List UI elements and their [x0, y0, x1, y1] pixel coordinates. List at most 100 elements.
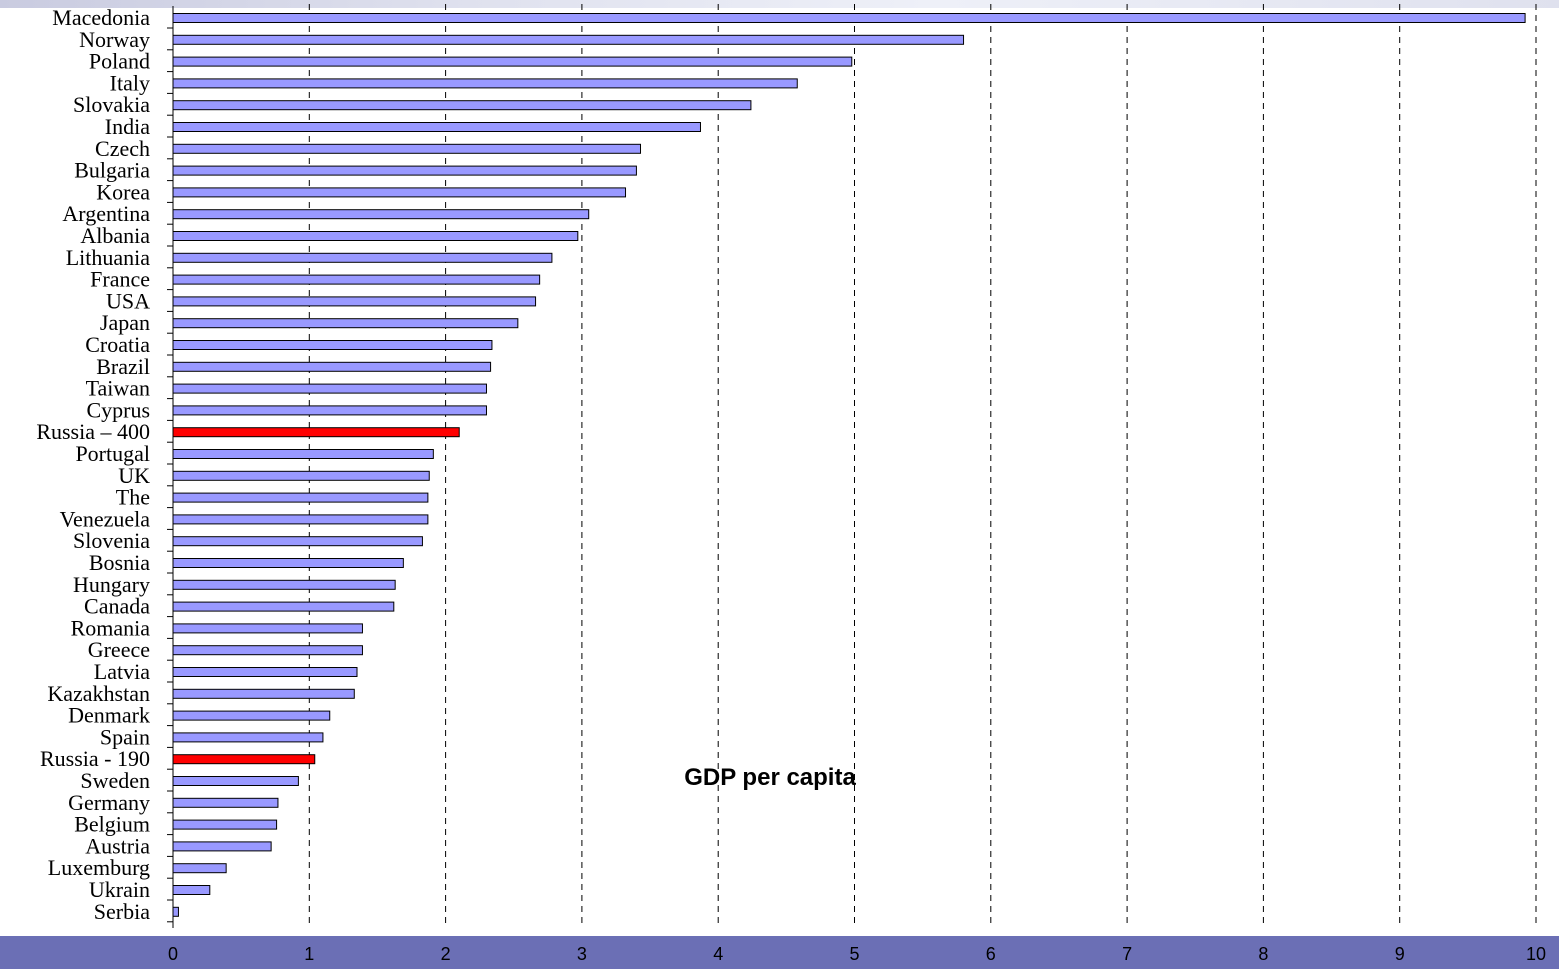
bar: [172, 623, 363, 634]
bar: [172, 296, 537, 307]
category-label: Bulgaria: [74, 158, 150, 183]
category-label: Brazil: [96, 354, 150, 379]
bar: [172, 601, 395, 612]
category-label: Venezuela: [60, 506, 151, 531]
category-label: Austria: [85, 833, 150, 858]
bar: [172, 885, 211, 895]
chart-annotation: GDP per capita: [684, 764, 856, 791]
category-label: India: [105, 114, 150, 139]
bar: [172, 776, 299, 786]
bar: [172, 579, 396, 590]
category-label: Belgium: [74, 812, 150, 837]
bar: [172, 536, 423, 547]
category-label: Serbia: [94, 899, 150, 924]
category-label: Norway: [79, 27, 150, 52]
x-tick-label: 8: [1258, 944, 1268, 964]
bar: [172, 688, 355, 699]
bar: [172, 361, 492, 372]
bar: [172, 427, 460, 438]
category-label: Lithuania: [66, 245, 151, 270]
bar: [172, 252, 553, 263]
bar: [172, 819, 278, 830]
x-tick-label: 1: [304, 944, 314, 964]
bar: [172, 34, 965, 45]
bar: [172, 797, 279, 808]
bar: [172, 732, 324, 743]
bar: [172, 274, 541, 285]
bar: [172, 187, 627, 198]
bar: [172, 449, 434, 459]
x-tick-label: 4: [713, 944, 723, 964]
category-label: Czech: [95, 136, 150, 161]
grid-lines: [308, 4, 1537, 928]
category-label: Bosnia: [89, 550, 150, 575]
bar: [172, 13, 1526, 23]
bar: [172, 405, 487, 416]
bar: [172, 122, 701, 132]
bar: [172, 56, 853, 67]
category-label: Croatia: [85, 332, 150, 357]
category-label: Slovenia: [73, 528, 150, 553]
category-label: Luxemburg: [48, 855, 150, 880]
category-label: Russia - 190: [40, 746, 150, 771]
bar: [172, 470, 430, 481]
category-label: Cyprus: [86, 397, 150, 422]
bar: [172, 558, 404, 568]
bar: [172, 100, 752, 111]
category-label: Macedonia: [52, 5, 150, 30]
category-label: Argentina: [62, 201, 150, 226]
bar: [172, 165, 637, 176]
category-label: Greece: [88, 637, 150, 662]
category-label: Denmark: [68, 703, 150, 728]
bar: [172, 143, 642, 154]
category-label: Japan: [100, 310, 150, 335]
category-label: Taiwan: [86, 376, 150, 401]
x-tick-label: 5: [849, 944, 859, 964]
bar: [172, 645, 363, 656]
top-decorative-strip: [0, 0, 1559, 8]
category-labels: MacedoniaNorwayPolandItalySlovakiaIndiaC…: [36, 5, 150, 924]
bar: [172, 667, 358, 677]
category-label: Spain: [100, 724, 150, 749]
bar: [172, 863, 227, 874]
bar: [172, 231, 579, 241]
category-label: Latvia: [94, 659, 150, 684]
x-tick-label: 0: [168, 944, 178, 964]
x-tick-label: 7: [1122, 944, 1132, 964]
category-label: Hungary: [73, 572, 150, 597]
category-label: Italy: [110, 70, 150, 95]
x-tick-label: 2: [441, 944, 451, 964]
bar: [172, 340, 493, 350]
bar: [172, 710, 331, 721]
bar: [172, 754, 316, 765]
category-label: Kazakhstan: [47, 681, 150, 706]
x-tick-label: 9: [1395, 944, 1405, 964]
x-axis-band: [0, 936, 1559, 969]
x-tick-label: 6: [986, 944, 996, 964]
bar: [172, 383, 487, 394]
category-label: Sweden: [80, 768, 150, 793]
category-label: Romania: [71, 615, 151, 640]
category-label: Korea: [96, 179, 150, 204]
category-label: The: [116, 485, 150, 510]
category-label: Ukrain: [89, 877, 150, 902]
bar: [172, 906, 179, 917]
bar: [172, 841, 272, 852]
category-label: Canada: [84, 594, 150, 619]
x-tick-label: 3: [577, 944, 587, 964]
bar: [172, 209, 590, 220]
x-tick-label: 10: [1526, 944, 1546, 964]
bar: [172, 514, 429, 525]
category-label: Russia – 400: [36, 419, 150, 444]
bar: [172, 318, 519, 329]
category-label: Albania: [80, 223, 150, 248]
category-label: Slovakia: [73, 92, 150, 117]
category-label: Portugal: [75, 441, 150, 466]
bar: [172, 78, 798, 89]
category-label: Poland: [89, 49, 150, 74]
x-tick-labels: 0 1 2 3 4 5 6 7 8 9 10: [168, 944, 1546, 964]
bar: [172, 492, 429, 503]
category-label: USA: [106, 288, 150, 313]
category-label: France: [90, 267, 150, 292]
